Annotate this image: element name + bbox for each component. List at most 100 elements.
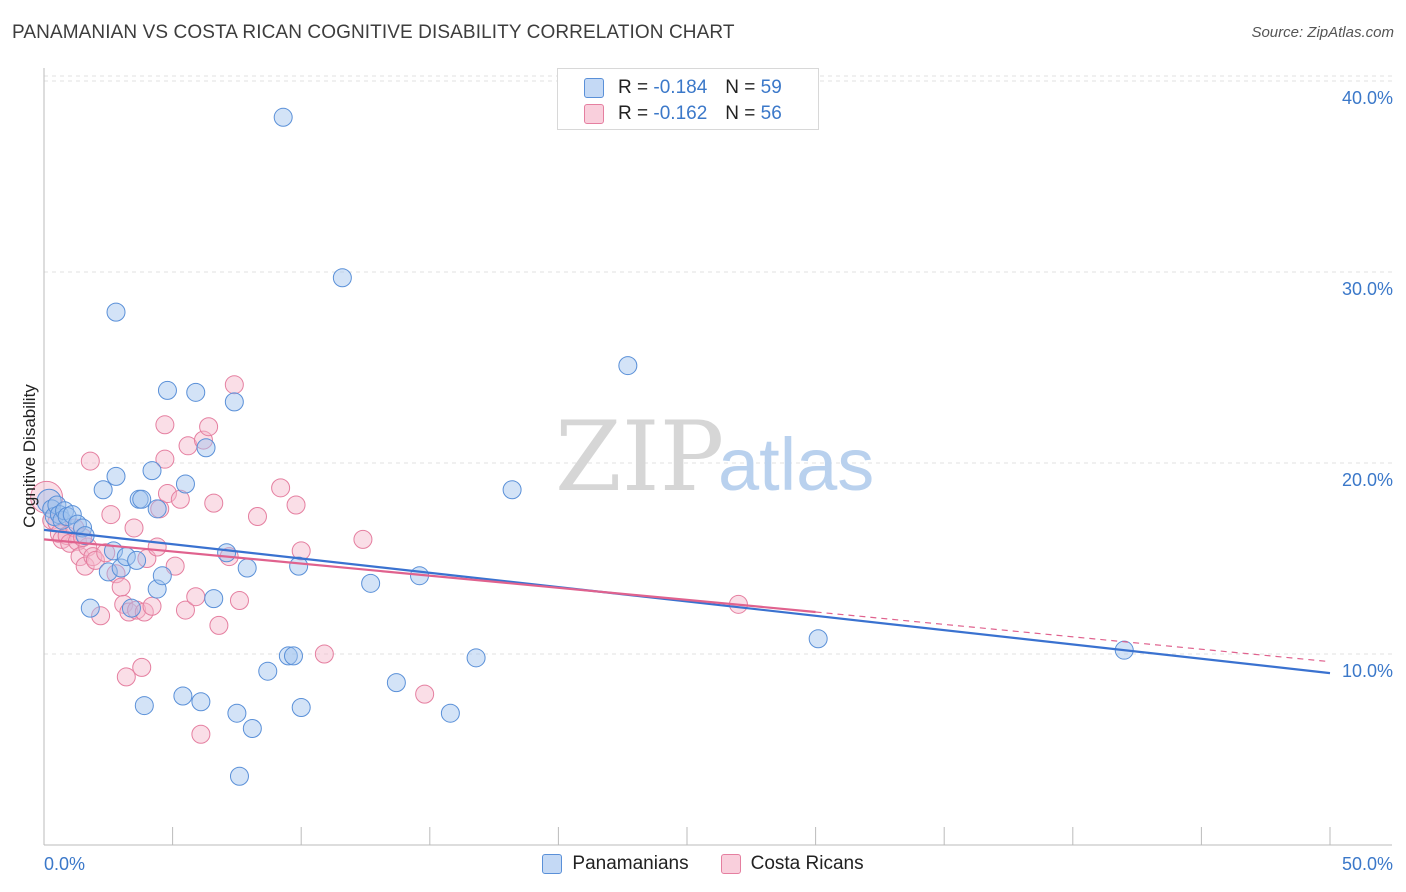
costa-ricans-swatch bbox=[584, 104, 604, 124]
panamanians-point bbox=[332, 268, 352, 288]
costa-ricans-point bbox=[116, 667, 136, 687]
legend-item-costa-ricans: Costa Ricans bbox=[720, 853, 864, 875]
costa-ricans-point bbox=[85, 550, 105, 570]
watermark-atlas: atlas bbox=[718, 423, 874, 506]
y-tick-label: 30.0% bbox=[1342, 279, 1393, 299]
panamanians-point bbox=[111, 558, 131, 578]
costa-ricans-point bbox=[415, 684, 435, 704]
costa-ricans-trend-line bbox=[43, 538, 816, 614]
costa-ricans-points bbox=[30, 375, 748, 744]
costa-ricans-point bbox=[229, 591, 249, 611]
panamanians-point bbox=[173, 686, 193, 706]
legend-row-costa-ricans: R = -0.162 N = 56 bbox=[584, 102, 782, 126]
panamanians-point bbox=[175, 474, 195, 494]
panamanians-point bbox=[229, 766, 249, 786]
costa-ricans-point bbox=[111, 577, 131, 597]
panamanians-trend-line bbox=[43, 528, 1331, 675]
costa-ricans-point bbox=[204, 493, 224, 513]
panamanians-point bbox=[147, 499, 167, 519]
panamanians-point bbox=[237, 558, 257, 578]
costa-ricans-point bbox=[75, 556, 95, 576]
legend-stats: R = -0.184 N = 59 R = -0.162 N = 56 bbox=[557, 68, 819, 130]
legend-row-panamanians: R = -0.184 N = 59 bbox=[584, 76, 782, 100]
costa-ricans-point bbox=[132, 657, 152, 677]
panamanians-point bbox=[278, 646, 298, 666]
costa-ricans-point bbox=[124, 518, 144, 538]
costa-ricans-point bbox=[353, 529, 373, 549]
n-label: N = bbox=[725, 77, 756, 98]
panamanians-point bbox=[283, 646, 303, 666]
panamanians-point bbox=[361, 573, 381, 593]
costa-ricans-point bbox=[209, 615, 229, 635]
costa-ricans-trend-extension bbox=[815, 611, 1331, 663]
panamanians-point bbox=[191, 692, 211, 712]
panamanians-point bbox=[618, 356, 638, 376]
costa-ricans-point bbox=[175, 600, 195, 620]
costa-ricans-point bbox=[91, 606, 111, 626]
panamanians-point bbox=[204, 589, 224, 609]
costa-ricans-point bbox=[96, 543, 116, 563]
panamanians-point bbox=[466, 648, 486, 668]
panamanians-point bbox=[258, 661, 278, 681]
x-tick-label: 0.0% bbox=[44, 854, 85, 874]
r-value: -0.162 bbox=[653, 103, 708, 124]
panamanians-point bbox=[157, 380, 177, 400]
costa-ricans-point bbox=[155, 415, 175, 435]
panamanians-point bbox=[93, 480, 113, 500]
axes bbox=[43, 68, 1392, 846]
panamanians-point bbox=[440, 703, 460, 723]
x-tick-label: 50.0% bbox=[1342, 854, 1393, 874]
r-value: -0.184 bbox=[653, 77, 708, 98]
panamanians-point bbox=[121, 598, 141, 618]
panamanians-point bbox=[106, 466, 126, 486]
panamanians-point bbox=[127, 550, 147, 570]
chart-source: Source: ZipAtlas.com bbox=[1251, 24, 1394, 41]
chart-title: PANAMANIAN VS COSTA RICAN COGNITIVE DISA… bbox=[12, 22, 735, 43]
costa-ricans-swatch bbox=[720, 854, 741, 874]
costa-ricans-point bbox=[170, 489, 190, 509]
panamanians-points bbox=[36, 107, 1134, 786]
costa-ricans-point bbox=[286, 495, 306, 515]
costa-ricans-point bbox=[271, 478, 291, 498]
costa-ricans-point bbox=[101, 505, 121, 525]
panamanians-point bbox=[73, 518, 93, 538]
costa-ricans-point bbox=[291, 541, 311, 561]
panamanians-point bbox=[227, 703, 247, 723]
panamanians-point bbox=[98, 562, 118, 582]
y-axis-title: Cognitive Disability bbox=[20, 384, 39, 528]
legend-label-panamanians: Panamanians bbox=[572, 853, 689, 874]
legend-series: Panamanians Costa Ricans bbox=[0, 852, 1406, 876]
legend-label-costa-ricans: Costa Ricans bbox=[750, 853, 864, 874]
panamanians-point bbox=[386, 673, 406, 693]
panamanians-point bbox=[132, 489, 152, 509]
panamanians-point bbox=[142, 461, 162, 481]
costa-ricans-point bbox=[155, 449, 175, 469]
costa-ricans-point bbox=[199, 417, 219, 437]
y-tick-label: 40.0% bbox=[1342, 88, 1393, 108]
panamanians-point bbox=[134, 696, 154, 716]
n-value: 56 bbox=[760, 103, 782, 124]
costa-ricans-point bbox=[80, 451, 100, 471]
panamanians-point bbox=[224, 392, 244, 412]
legend-item-panamanians: Panamanians bbox=[542, 853, 689, 875]
panamanians-point bbox=[808, 629, 828, 649]
tick-labels: 10.0% 20.0% 30.0% 40.0% 0.0% 50.0% bbox=[44, 88, 1393, 874]
costa-ricans-point bbox=[142, 596, 162, 616]
panamanians-swatch bbox=[542, 854, 563, 874]
costa-ricans-point bbox=[224, 375, 244, 395]
panamanians-point bbox=[106, 302, 126, 322]
panamanians-point bbox=[80, 598, 100, 618]
panamanians-point bbox=[291, 697, 311, 717]
panamanians-point bbox=[62, 505, 82, 525]
costa-ricans-point bbox=[247, 506, 267, 526]
panamanians-point bbox=[242, 718, 262, 738]
costa-ricans-point bbox=[186, 587, 206, 607]
panamanians-swatch bbox=[584, 78, 604, 98]
costa-ricans-point bbox=[314, 644, 334, 664]
n-value: 59 bbox=[760, 77, 782, 98]
trend-lines bbox=[43, 528, 1331, 675]
panamanians-point bbox=[196, 438, 216, 458]
costa-ricans-point bbox=[165, 556, 185, 576]
n-label: N = bbox=[725, 103, 756, 124]
